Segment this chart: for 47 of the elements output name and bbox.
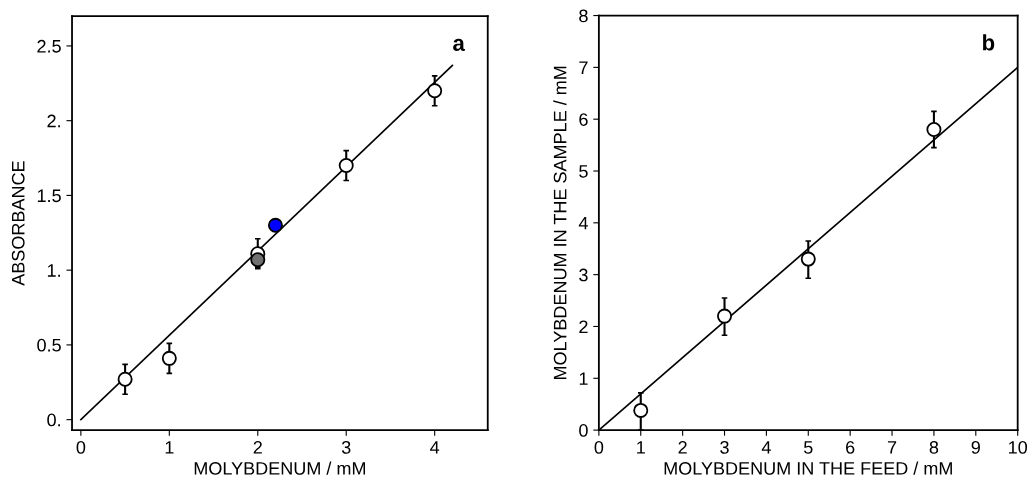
x-axis-title: MOLYBDENUM IN THE FEED / mM — [664, 461, 952, 475]
y-tick-label: 1 — [579, 372, 588, 385]
y-tick-label: 2. — [47, 114, 60, 128]
x-axis-title: MOLYBDENUM / mM — [194, 461, 366, 475]
annotation: b — [983, 34, 995, 51]
x-tick-label: 1 — [637, 441, 645, 454]
x-tick-label: 6 — [846, 441, 855, 454]
y-tick-label: 1. — [47, 264, 60, 277]
x-tick-label: 0 — [76, 441, 86, 454]
y-tick-label: 0.5 — [37, 338, 61, 352]
y-axis-title: MOLYBDENUM IN THE SAMPLE / mM — [553, 66, 567, 380]
x-tick-label: 7 — [887, 441, 897, 454]
x-tick-label: 8 — [929, 441, 939, 454]
y-tick-label: 2 — [579, 320, 588, 334]
x-tick-label: 4 — [761, 441, 771, 454]
point — [250, 252, 266, 268]
x-tick-label: 5 — [803, 441, 813, 454]
y-tick-label: 4 — [578, 216, 588, 230]
x-tick-label: 3 — [720, 441, 729, 454]
x-tick-label: 10 — [1009, 441, 1028, 454]
y-tick-label: 7 — [579, 61, 588, 74]
point — [717, 308, 733, 324]
point — [926, 122, 942, 138]
x-tick-label: 9 — [971, 441, 980, 454]
point — [161, 350, 177, 366]
y-tick-label: 3 — [579, 268, 588, 282]
point — [427, 83, 443, 99]
x-tick-label: 2 — [678, 441, 687, 454]
point — [117, 371, 133, 387]
y-tick-label: 0. — [47, 413, 60, 427]
x-tick-label: 1 — [165, 441, 174, 454]
point — [338, 158, 354, 174]
y-tick-label: 6 — [579, 113, 588, 126]
annotation: a — [453, 38, 465, 51]
x-tick-label: 4 — [430, 441, 440, 454]
point — [633, 402, 649, 418]
y-tick-label: 1.5 — [37, 189, 61, 203]
y-tick-label: 8 — [579, 9, 588, 23]
point — [267, 217, 283, 233]
x-tick-label: 2 — [253, 441, 262, 454]
y-tick-label: 5 — [579, 165, 588, 178]
y-axis-title: ABSORBANCE — [11, 161, 25, 286]
point — [800, 251, 816, 267]
x-tick-label: 0 — [594, 441, 604, 454]
y-tick-label: 2.5 — [37, 39, 61, 53]
y-tick-label: 0 — [579, 424, 588, 437]
x-tick-label: 3 — [341, 441, 351, 454]
